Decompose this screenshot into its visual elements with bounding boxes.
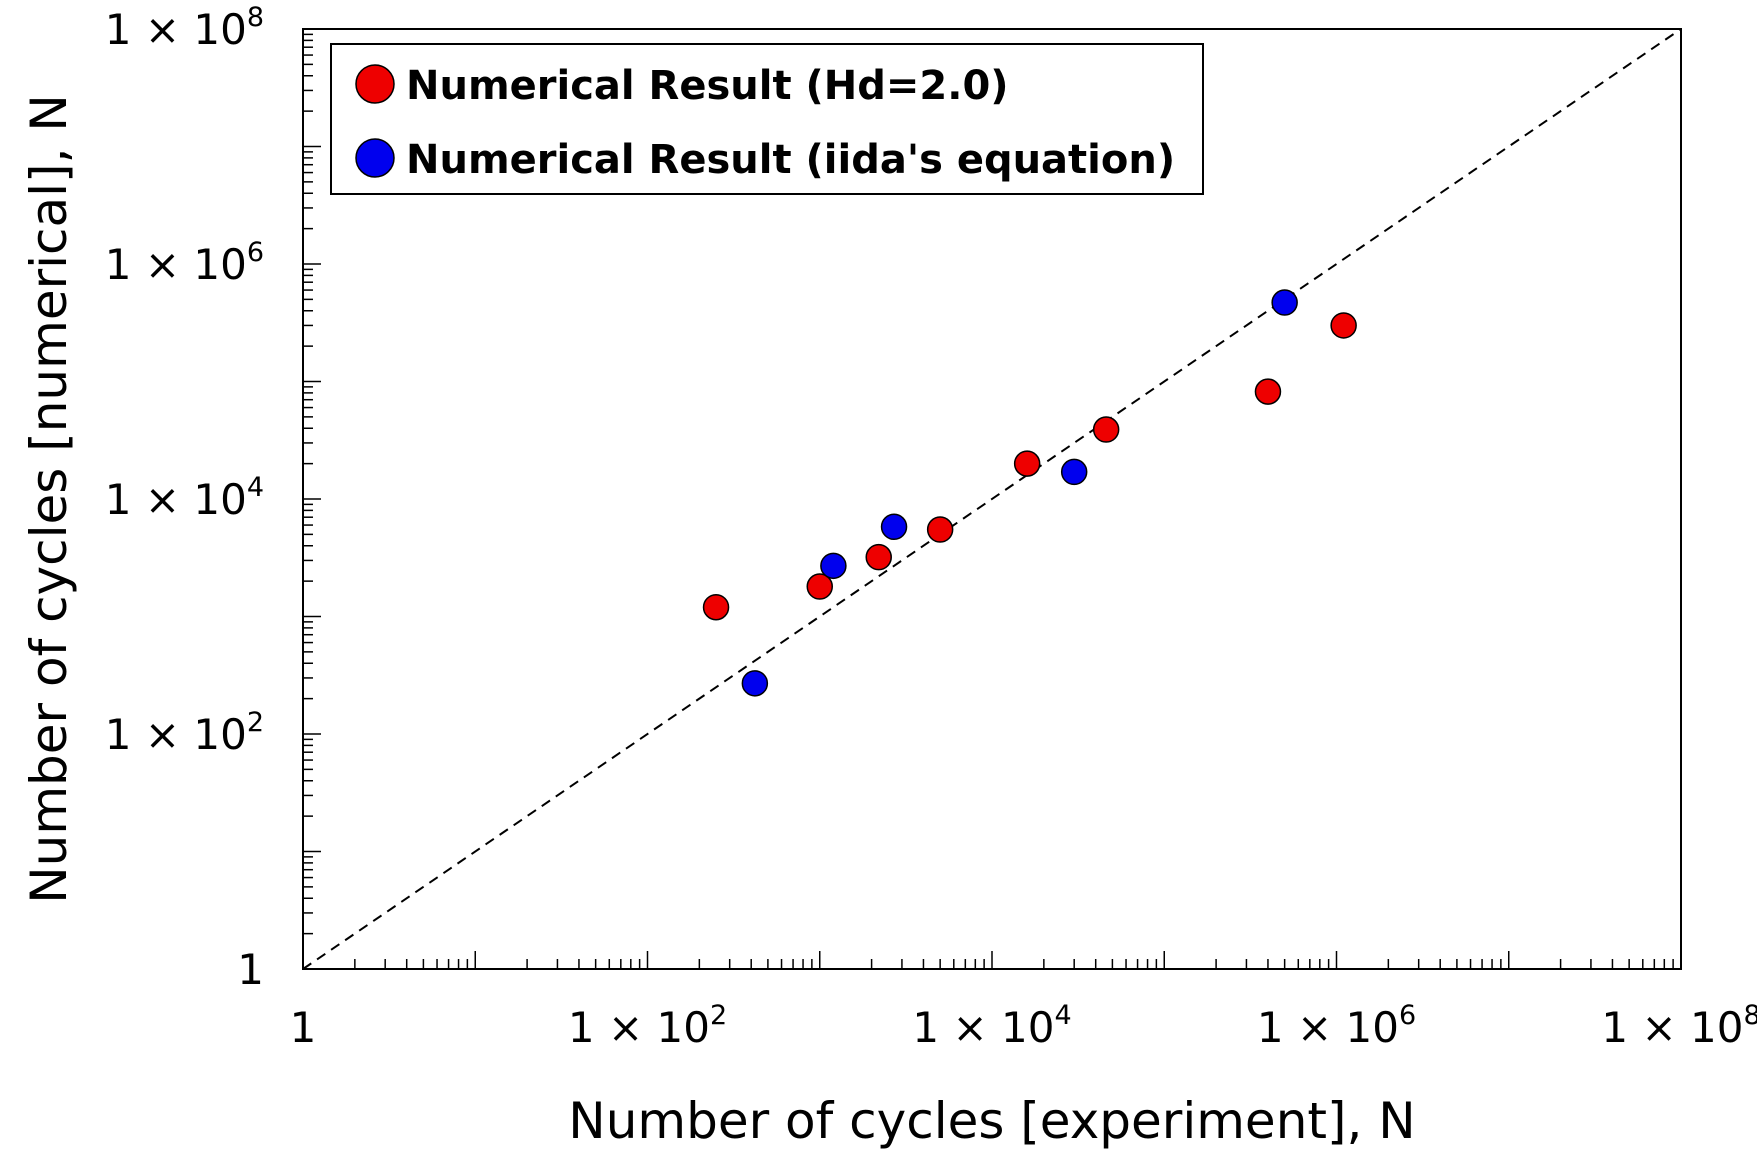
x-tick-label-base: 1 × 10 <box>912 1003 1054 1052</box>
y-tick-label: 1 <box>237 945 264 994</box>
y-tick-label-base: 1 × 10 <box>105 240 247 289</box>
x-tick-label: 1 × 104 <box>912 1000 1071 1052</box>
legend-marker-blue <box>355 138 395 178</box>
x-tick-label-base: 1 × 10 <box>568 1003 710 1052</box>
x-tick-label-exponent: 6 <box>1399 1000 1416 1031</box>
x-tick-label: 1 × 106 <box>1257 1000 1416 1052</box>
legend-marker-red <box>355 64 395 104</box>
data-point-red <box>926 516 954 543</box>
x-tick-label-base: 1 × 10 <box>1257 1003 1399 1052</box>
x-tick-label-base: 1 × 10 <box>1601 1003 1743 1052</box>
y-tick-label-exponent: 2 <box>247 707 264 738</box>
legend-label-red: Numerical Result (Hd=2.0) <box>406 63 1009 109</box>
data-point-blue <box>880 513 908 541</box>
x-axis-title: Number of cycles [experiment], N <box>568 1092 1415 1150</box>
data-points <box>702 289 1357 697</box>
data-point-red <box>1013 450 1041 477</box>
x-tick-label-exponent: 4 <box>1054 1000 1071 1031</box>
y-tick-label-base: 1 × 10 <box>105 5 247 54</box>
axis-ticks <box>303 33 1674 969</box>
y-tick-label-base: 1 × 10 <box>105 710 247 759</box>
x-tick-label: 1 × 102 <box>568 1000 727 1052</box>
legend: Numerical Result (Hd=2.0) Numerical Resu… <box>330 43 1204 195</box>
y-tick-label: 1 × 104 <box>105 472 264 524</box>
x-tick-label: 1 <box>290 1003 317 1052</box>
legend-box <box>330 43 1204 195</box>
y-tick-label-exponent: 8 <box>247 2 264 33</box>
data-point-red <box>1254 378 1282 405</box>
y-tick-label-base: 1 × 10 <box>105 475 247 524</box>
y-tick-label: 1 × 102 <box>105 707 264 759</box>
reference-line <box>302 28 1682 970</box>
data-point-blue <box>1271 289 1298 316</box>
y-tick-label: 1 × 108 <box>105 2 264 54</box>
legend-label-blue: Numerical Result (iida's equation) <box>406 137 1175 183</box>
data-point-red <box>1330 312 1357 339</box>
y-tick-label-exponent: 6 <box>247 237 264 268</box>
y-tick-label: 1 × 106 <box>105 237 264 289</box>
data-point-blue <box>741 670 769 697</box>
x-tick-label-exponent: 8 <box>1743 1000 1757 1031</box>
y-axis-title: Number of cycles [numerical], N <box>20 94 78 904</box>
data-point-blue <box>820 552 847 580</box>
y-tick-label-exponent: 4 <box>247 472 264 503</box>
data-point-red <box>702 593 730 621</box>
data-point-red <box>865 543 892 571</box>
data-point-blue <box>1060 458 1088 486</box>
data-point-red <box>806 573 833 600</box>
x-tick-label-exponent: 2 <box>710 1000 727 1031</box>
x-tick-label: 1 × 108 <box>1601 1000 1757 1052</box>
data-point-red <box>1092 416 1120 443</box>
